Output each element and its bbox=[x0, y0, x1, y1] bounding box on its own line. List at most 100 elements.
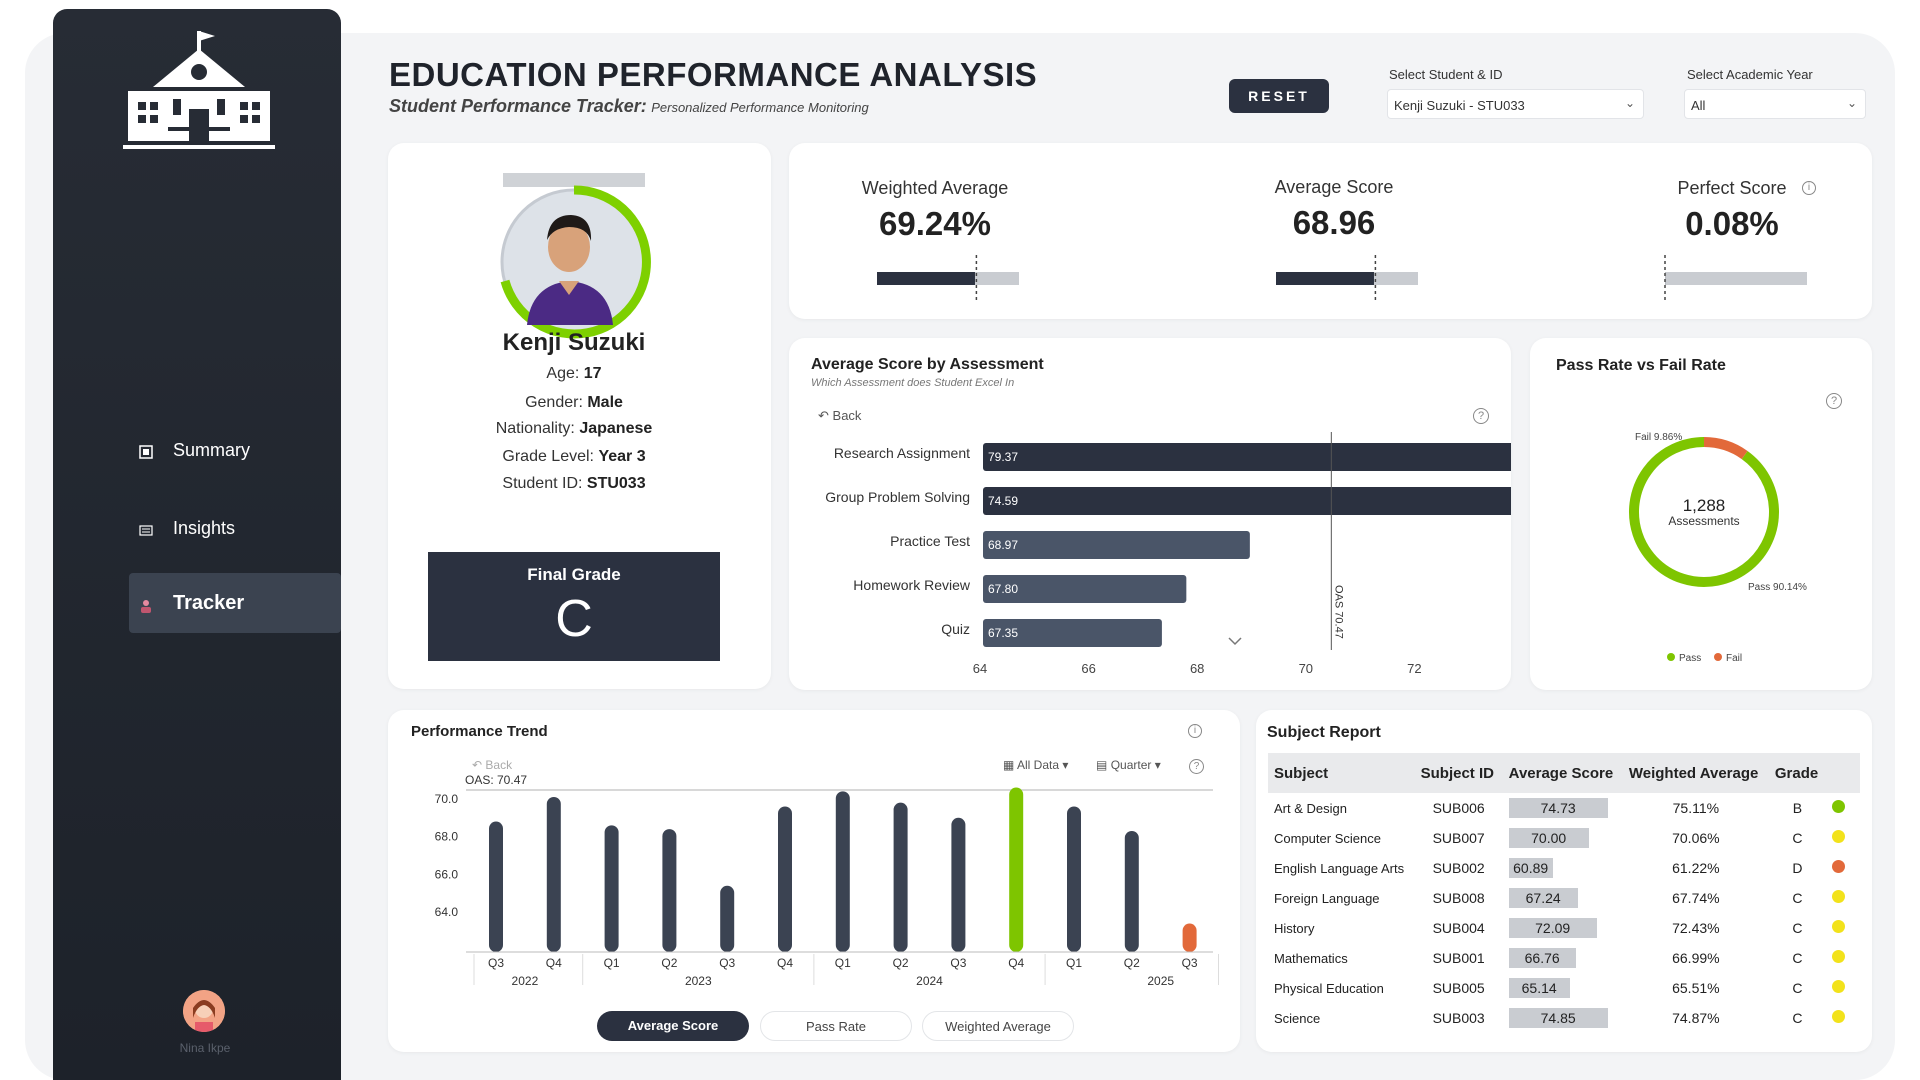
table-row[interactable]: Computer Science SUB007 70.00 70.06% C bbox=[1268, 823, 1860, 853]
table-row[interactable]: Physical Education SUB005 65.14 65.51% C bbox=[1268, 973, 1860, 1003]
category-label: Quiz bbox=[941, 621, 970, 637]
table-row[interactable]: Science SUB003 74.85 74.87% C bbox=[1268, 1003, 1860, 1033]
all-data-dropdown[interactable]: ▦ All Data ▾ bbox=[1003, 758, 1069, 772]
sidebar-item-insights[interactable]: Insights bbox=[129, 498, 341, 558]
status-dot-icon bbox=[1832, 920, 1845, 933]
back-button[interactable]: ↶ Back bbox=[818, 408, 862, 423]
trend-bar[interactable] bbox=[1009, 787, 1024, 952]
assessment-bar[interactable] bbox=[983, 619, 1162, 647]
assessment-bar[interactable] bbox=[983, 487, 1511, 515]
table-row[interactable]: History SUB004 72.09 72.43% C bbox=[1268, 913, 1860, 943]
legend-pass-label: Pass bbox=[1679, 653, 1701, 664]
trend-bar[interactable] bbox=[1124, 831, 1139, 952]
average-score-bar: 60.89 bbox=[1508, 858, 1553, 878]
trend-bar[interactable] bbox=[835, 791, 850, 952]
year-select[interactable]: All ⌄ bbox=[1684, 89, 1866, 119]
help-icon[interactable]: ? bbox=[1189, 759, 1204, 774]
column-header-weighted-average[interactable]: Weighted Average bbox=[1622, 753, 1769, 793]
performance-trend-chart: 64.0 66.0 68.0 70.0 OAS: 70.47 Q3 Q4 Q1 Q2 Q3 Q4 Q1… bbox=[435, 773, 1219, 988]
user-name: Nina Ikpe bbox=[179, 1041, 231, 1055]
sidebar-item-summary[interactable]: Summary bbox=[129, 420, 341, 480]
table-row[interactable]: Mathematics SUB001 66.76 66.99% C bbox=[1268, 943, 1860, 973]
assessment-bar[interactable] bbox=[983, 443, 1511, 471]
subject-id-cell: SUB001 bbox=[1432, 950, 1485, 966]
reference-line-label: OAS: 70.47 bbox=[465, 773, 527, 787]
sidebar-item-tracker[interactable]: Tracker bbox=[129, 573, 341, 633]
assessment-bar[interactable] bbox=[983, 531, 1250, 559]
fail-label: Fail 9.86% bbox=[1635, 432, 1682, 443]
x-tick-label: Q1 bbox=[1066, 956, 1082, 970]
donut-center-value: 1,288 bbox=[1683, 496, 1726, 515]
data-label: 79.37 bbox=[988, 450, 1018, 464]
pass-rate-button[interactable]: Pass Rate bbox=[760, 1011, 912, 1041]
kpi-weighted-average-value: 69.24% bbox=[879, 205, 991, 242]
assessment-chart-title: Average Score by Assessment bbox=[811, 356, 1044, 373]
status-dot-icon bbox=[1832, 890, 1845, 903]
assessment-bar[interactable] bbox=[983, 575, 1187, 603]
help-icon[interactable]: ? bbox=[1473, 408, 1489, 424]
column-header-subject[interactable]: Subject bbox=[1268, 753, 1415, 793]
donut-slice-fail[interactable] bbox=[1703, 437, 1748, 460]
trend-bar[interactable] bbox=[1067, 806, 1081, 952]
average-score-cell: 74.85 bbox=[1503, 1003, 1623, 1033]
table-row[interactable]: English Language Arts SUB002 60.89 61.22% D bbox=[1268, 853, 1860, 883]
trend-bar[interactable] bbox=[489, 821, 503, 952]
trend-back-button[interactable]: ↶ Back bbox=[472, 758, 513, 772]
chevron-down-icon[interactable] bbox=[1228, 637, 1242, 646]
student-name: Kenji Suzuki bbox=[502, 331, 646, 355]
column-header-average-score[interactable]: Average Score bbox=[1502, 753, 1623, 793]
kpi-perfect-score-value: 0.08% bbox=[1685, 205, 1779, 242]
status-dot-icon bbox=[1832, 950, 1845, 963]
kpi-perfect-score-label: Perfect Score bbox=[1677, 178, 1787, 198]
trend-bar[interactable] bbox=[604, 825, 619, 952]
trend-bar[interactable] bbox=[662, 829, 677, 952]
average-score-bar: 66.76 bbox=[1508, 948, 1576, 968]
table-row[interactable]: Foreign Language SUB008 67.24 67.74% C bbox=[1268, 883, 1860, 913]
trend-bar[interactable] bbox=[951, 817, 966, 952]
quarter-dropdown[interactable]: ▤ Quarter ▾ bbox=[1096, 758, 1161, 772]
status-dot-icon bbox=[1832, 830, 1845, 843]
sidebar-item-label: Summary bbox=[173, 439, 251, 460]
avatar[interactable] bbox=[183, 990, 225, 1032]
trend-bar[interactable] bbox=[893, 802, 908, 952]
trend-bar[interactable] bbox=[720, 885, 735, 952]
subject-cell: Physical Education bbox=[1274, 980, 1384, 996]
trend-bar[interactable] bbox=[546, 797, 561, 952]
subject-id-cell: SUB005 bbox=[1432, 980, 1485, 996]
chevron-down-icon: ⌄ bbox=[1846, 96, 1857, 110]
average-score-button[interactable]: Average Score bbox=[597, 1011, 749, 1041]
info-icon[interactable]: i bbox=[1802, 181, 1816, 195]
final-grade-value: C bbox=[555, 590, 593, 648]
status-cell bbox=[1826, 853, 1860, 883]
status-cell bbox=[1826, 1003, 1860, 1033]
column-header-subject-id[interactable]: Subject ID bbox=[1414, 753, 1503, 793]
student-select[interactable]: Kenji Suzuki - STU033 ⌄ bbox=[1387, 89, 1644, 119]
summary-icon bbox=[139, 443, 153, 459]
info-icon[interactable]: i bbox=[1188, 724, 1202, 738]
average-score-bar: 70.00 bbox=[1508, 828, 1589, 848]
status-dot-icon bbox=[1832, 980, 1845, 993]
status-cell bbox=[1826, 823, 1860, 853]
student-photo bbox=[500, 185, 651, 339]
weighted-average-cell: 70.06% bbox=[1672, 830, 1720, 846]
help-icon[interactable]: ? bbox=[1826, 393, 1842, 409]
pass-fail-donut: Fail 9.86% Pass 90.14% 1,288 Assessments… bbox=[1629, 432, 1807, 664]
assessment-chart-subtitle: Which Assessment does Student Excel In bbox=[811, 377, 1015, 389]
reset-button[interactable]: RESET bbox=[1229, 79, 1329, 113]
weighted-average-button[interactable]: Weighted Average bbox=[922, 1011, 1074, 1041]
performance-trend-card bbox=[388, 710, 1240, 1052]
student-select-label: Select Student & ID bbox=[1389, 67, 1503, 82]
column-header-grade[interactable]: Grade bbox=[1768, 753, 1826, 793]
legend-fail-label: Fail bbox=[1726, 653, 1742, 664]
status-cell bbox=[1826, 973, 1860, 1003]
kpi-gauge-fill bbox=[1276, 272, 1374, 285]
x-tick-label: Q4 bbox=[1008, 956, 1024, 970]
x-tick-label: Q4 bbox=[777, 956, 793, 970]
trend-bar[interactable] bbox=[778, 806, 792, 952]
average-score-cell: 67.24 bbox=[1503, 883, 1623, 913]
subject-cell: Art & Design bbox=[1274, 800, 1347, 816]
subject-cell: English Language Arts bbox=[1274, 860, 1405, 876]
table-row[interactable]: Art & Design SUB006 74.73 75.11% B bbox=[1268, 793, 1860, 823]
donut-slice-pass[interactable] bbox=[1629, 437, 1779, 587]
trend-bar[interactable] bbox=[1182, 923, 1197, 952]
